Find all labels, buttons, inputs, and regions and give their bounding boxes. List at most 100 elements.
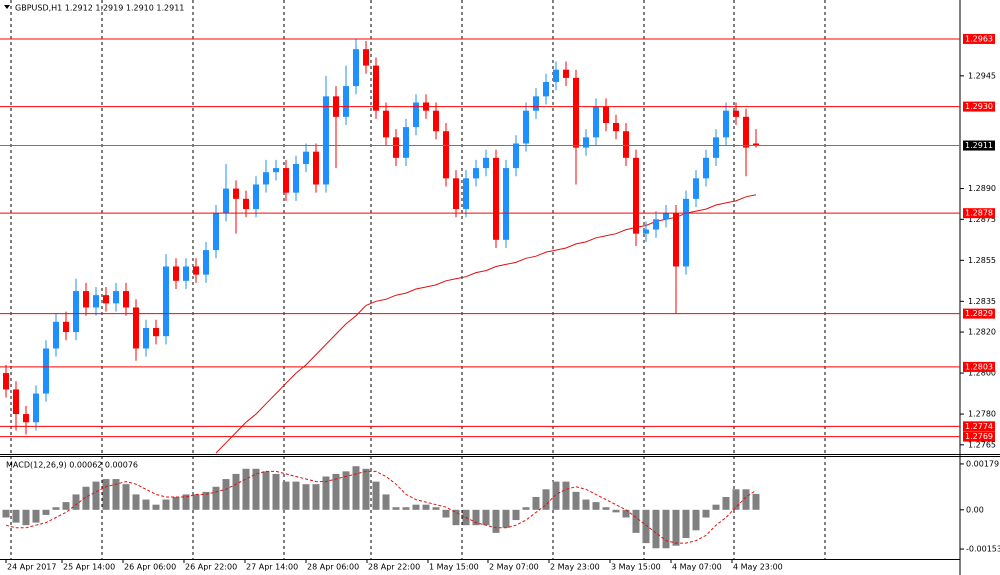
menu-arrow — [4, 5, 10, 9]
candle-body — [553, 69, 559, 82]
macd-bar — [432, 507, 440, 510]
candle-body — [253, 184, 259, 210]
candle-body — [133, 307, 139, 349]
y-tick-label: 1.2800 — [968, 369, 996, 378]
macd-bar — [82, 486, 90, 510]
candle-body — [93, 295, 99, 308]
x-tick-label: 3 May 15:00 — [611, 563, 661, 572]
macd-bar — [392, 507, 400, 510]
candle-body — [143, 327, 149, 349]
candle-body — [673, 213, 679, 267]
x-tick-label: 28 Apr 06:00 — [307, 563, 359, 572]
x-tick-label: 25 Apr 14:00 — [63, 563, 115, 572]
candle-body — [603, 106, 609, 123]
macd-bar — [92, 481, 100, 510]
macd-bar — [212, 486, 220, 510]
macd-bar — [322, 476, 330, 510]
macd-bar — [662, 509, 670, 549]
candle-body — [363, 49, 369, 66]
macd-bar — [232, 473, 240, 510]
y-tick-label: 1.2765 — [968, 440, 996, 449]
macd-signal — [5, 470, 757, 544]
candle-body — [743, 116, 749, 148]
candle-body — [293, 163, 299, 193]
macd-bar — [732, 489, 740, 510]
macd-bar — [702, 509, 710, 518]
y-tick-label: 1.2875 — [968, 215, 996, 224]
level-label-box — [963, 308, 995, 319]
macd-bar — [622, 509, 630, 518]
macd-bar — [452, 509, 460, 526]
macd-bar — [152, 504, 160, 510]
macd-bar — [752, 493, 760, 510]
macd-bar — [602, 507, 610, 510]
macd-bar — [692, 509, 700, 531]
macd-bar — [272, 473, 280, 510]
candle-body — [413, 102, 419, 128]
macd-bar — [32, 509, 40, 523]
macd-bar — [382, 494, 390, 510]
macd-bar — [282, 481, 290, 510]
candle-body — [733, 110, 739, 117]
y-tick-label: 1.2820 — [968, 328, 996, 337]
candle-body — [473, 168, 479, 179]
candle-body — [163, 266, 169, 337]
candle-body — [653, 219, 659, 230]
macd-bar — [482, 509, 490, 526]
level-label: 1.2769 — [965, 432, 993, 441]
candle-body — [523, 110, 529, 144]
macd-bar — [162, 499, 170, 510]
candle-body — [213, 213, 219, 251]
x-tick-label: 27 Apr 14:00 — [246, 563, 298, 572]
candle-body — [243, 198, 249, 210]
candle-body — [403, 127, 409, 158]
macd-bar — [722, 496, 730, 510]
macd-bar — [132, 494, 140, 510]
candle-body — [123, 291, 129, 308]
y-tick-label: 1.2890 — [968, 184, 996, 193]
candle-body — [173, 266, 179, 281]
candle-body — [353, 49, 359, 87]
candle-body — [323, 96, 329, 185]
candle-body — [643, 229, 649, 234]
candle-body — [693, 178, 699, 199]
macd-bar — [612, 509, 620, 513]
macd-bar — [2, 509, 10, 518]
candle-body — [313, 151, 319, 185]
level-label: 1.2803 — [965, 362, 993, 371]
candle-body — [623, 131, 629, 158]
macd-bar — [112, 479, 120, 510]
macd-bar — [222, 479, 230, 510]
x-tick-label: 28 Apr 22:00 — [368, 563, 420, 572]
macd-bar — [682, 509, 690, 539]
macd-bar — [312, 484, 320, 510]
macd-bar — [372, 481, 380, 510]
macd-bar — [52, 507, 60, 510]
macd-bar — [552, 481, 560, 510]
candle-body — [83, 291, 89, 308]
candle-body — [23, 414, 29, 423]
candle-body — [193, 266, 199, 275]
level-label-box — [963, 361, 995, 372]
candle-body — [63, 321, 69, 333]
candle-body — [3, 373, 9, 390]
macd-bar — [192, 494, 200, 510]
macd-bar — [522, 507, 530, 510]
candle-body — [233, 188, 239, 199]
level-label-box — [963, 431, 995, 442]
price-label-box — [963, 140, 995, 151]
candle-body — [683, 198, 689, 267]
x-tick-label: 2 May 23:00 — [550, 563, 600, 572]
candle-body — [713, 137, 719, 158]
macd-bar — [262, 471, 270, 510]
macd-bar — [472, 509, 480, 526]
candle-body — [113, 291, 119, 304]
macd-bar — [562, 481, 570, 510]
macd-bar — [122, 484, 130, 510]
candle-body — [503, 168, 509, 240]
candle-body — [493, 157, 499, 240]
macd-bar — [172, 496, 180, 510]
candle-body — [563, 69, 569, 78]
macd-bar — [102, 479, 110, 510]
